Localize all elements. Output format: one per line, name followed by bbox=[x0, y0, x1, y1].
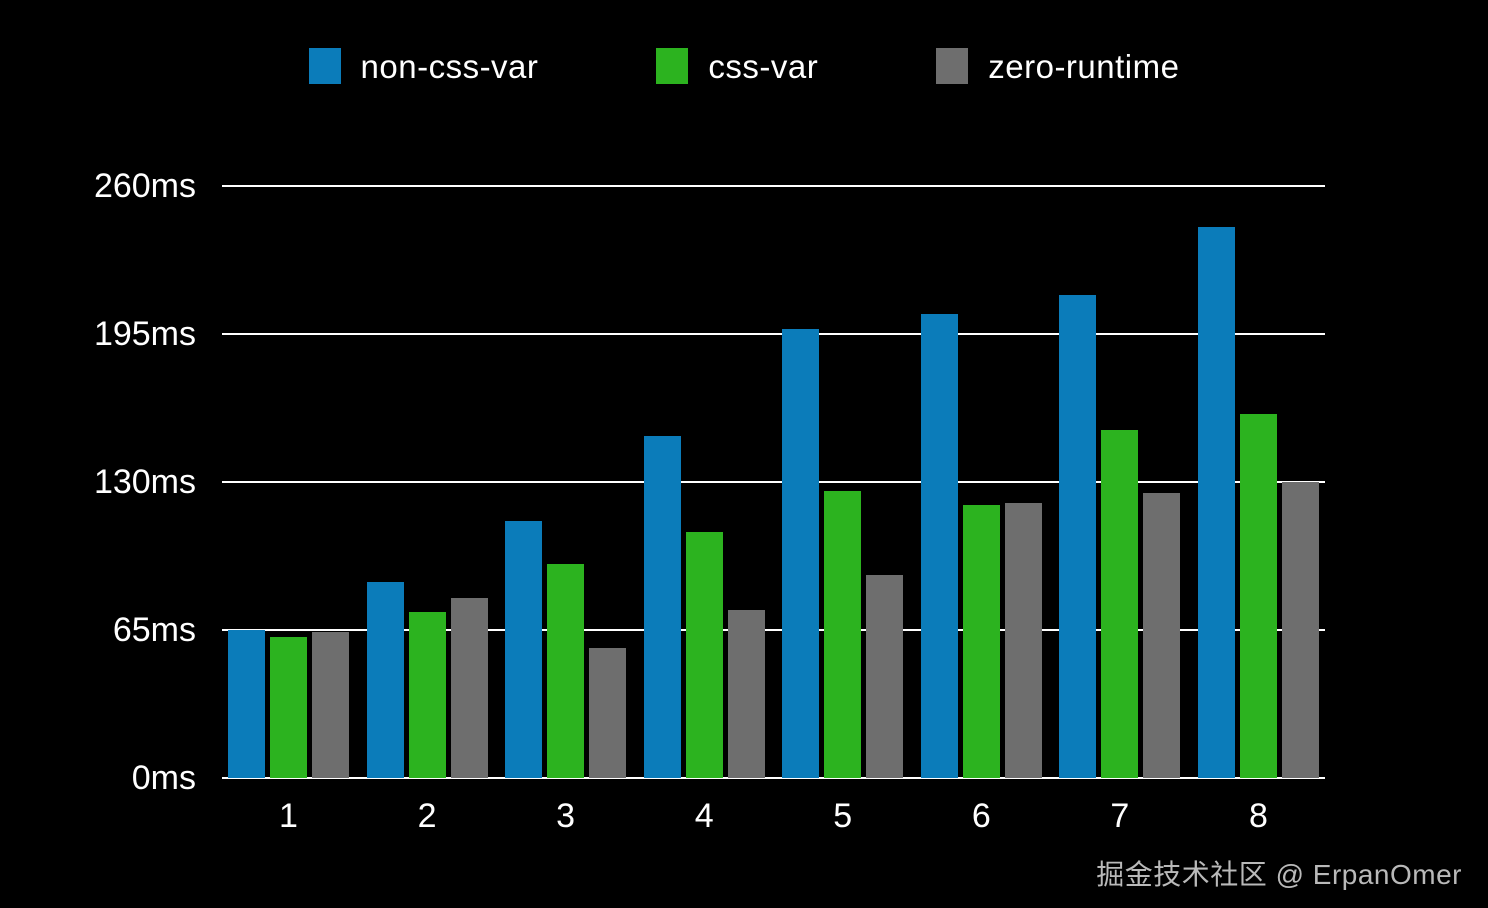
bar-group-8 bbox=[1197, 186, 1319, 778]
gridline-65ms bbox=[222, 629, 1325, 631]
bar-zero-runtime-6 bbox=[1004, 502, 1042, 778]
y-tick-label: 195ms bbox=[93, 315, 196, 353]
x-tick-label: 6 bbox=[971, 797, 991, 835]
bar-non-css-var-3 bbox=[505, 520, 543, 778]
x-tick-label: 5 bbox=[833, 797, 853, 835]
legend-label: css-var bbox=[708, 47, 819, 85]
y-axis: 260ms 195ms 130ms 65ms 0ms bbox=[0, 169, 200, 795]
x-tick-label: 7 bbox=[1110, 797, 1130, 835]
bar-css-var-5 bbox=[824, 491, 862, 778]
bar-css-var-7 bbox=[1101, 429, 1139, 778]
legend-item-non-css-var: non-css-var bbox=[308, 47, 539, 85]
legend-swatch-icon bbox=[936, 48, 969, 84]
bar-group-2 bbox=[366, 186, 488, 778]
bar-non-css-var-1 bbox=[228, 630, 265, 778]
x-tick-label: 1 bbox=[279, 797, 298, 835]
bar-group-7 bbox=[1059, 186, 1181, 778]
bar-zero-runtime-3 bbox=[589, 648, 627, 778]
bar-group-5 bbox=[782, 186, 904, 778]
x-tick-label: 3 bbox=[556, 797, 576, 835]
watermark: 掘金技术社区 @ ErpanOmer bbox=[1096, 859, 1462, 891]
y-tick-label: 260ms bbox=[93, 167, 196, 205]
x-tick-label: 4 bbox=[694, 797, 714, 835]
bar-non-css-var-5 bbox=[782, 329, 820, 778]
bar-css-var-4 bbox=[685, 532, 723, 778]
bar-css-var-3 bbox=[547, 563, 585, 778]
x-tick-label: 2 bbox=[417, 797, 437, 835]
bar-zero-runtime-4 bbox=[727, 609, 765, 778]
y-tick-label: 65ms bbox=[112, 611, 196, 649]
bar-css-var-2 bbox=[408, 611, 446, 778]
bar-zero-runtime-1 bbox=[312, 632, 349, 778]
legend-label: non-css-var bbox=[360, 47, 539, 85]
legend-swatch-icon bbox=[308, 48, 341, 84]
bars-container bbox=[222, 186, 1325, 778]
bar-zero-runtime-5 bbox=[866, 575, 904, 778]
y-tick-label: 0ms bbox=[131, 759, 196, 797]
legend-item-css-var: css-var bbox=[656, 48, 818, 84]
bar-non-css-var-4 bbox=[643, 436, 681, 778]
bar-css-var-1 bbox=[270, 636, 307, 778]
legend-swatch-icon bbox=[656, 48, 689, 84]
bar-non-css-var-2 bbox=[366, 582, 404, 778]
plot-area bbox=[222, 185, 1325, 779]
gridline-195ms bbox=[222, 333, 1325, 335]
bar-css-var-6 bbox=[962, 504, 1000, 778]
bar-group-3 bbox=[505, 186, 627, 778]
legend: non-css-var css-var zero-runtime bbox=[0, 48, 1488, 84]
legend-label: zero-runtime bbox=[988, 47, 1180, 85]
x-axis: 1 2 3 4 5 6 7 8 bbox=[222, 797, 1325, 835]
bar-zero-runtime-2 bbox=[450, 598, 488, 778]
bar-non-css-var-6 bbox=[920, 313, 958, 778]
y-tick-label: 130ms bbox=[93, 463, 196, 501]
bar-group-1 bbox=[228, 186, 349, 778]
legend-item-zero-runtime: zero-runtime bbox=[936, 48, 1179, 84]
bar-non-css-var-8 bbox=[1197, 227, 1235, 778]
bar-zero-runtime-8 bbox=[1281, 482, 1319, 778]
x-tick-label: 8 bbox=[1248, 797, 1268, 835]
bar-non-css-var-7 bbox=[1059, 295, 1097, 778]
bar-css-var-8 bbox=[1239, 413, 1277, 778]
bar-group-6 bbox=[920, 186, 1042, 778]
x-axis-baseline bbox=[222, 777, 1325, 779]
bar-zero-runtime-7 bbox=[1143, 493, 1181, 778]
gridline-260ms bbox=[222, 185, 1325, 187]
bar-group-4 bbox=[643, 186, 765, 778]
gridline-130ms bbox=[222, 481, 1325, 483]
